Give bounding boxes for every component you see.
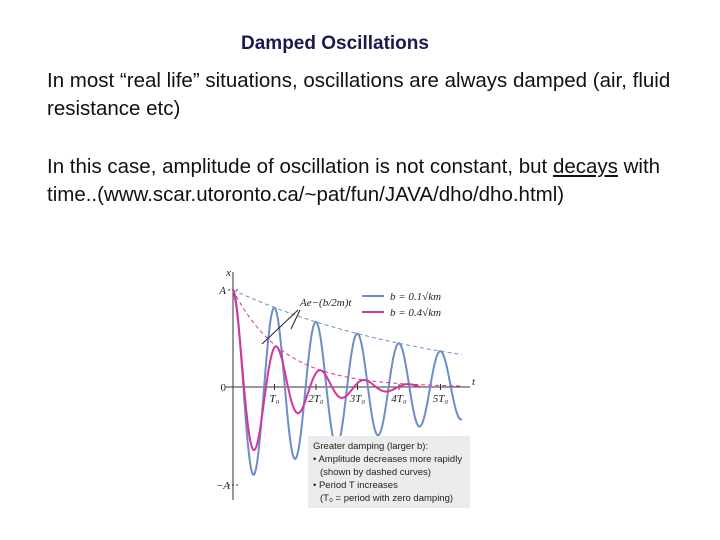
oscillation	[232, 289, 463, 476]
note-box	[308, 436, 470, 508]
tick-label: 3T₀	[349, 393, 366, 405]
slide-title: Damped Oscillations	[241, 33, 429, 54]
axis-label: 0	[221, 382, 227, 394]
paragraph: In this case, amplitude of oscillation i…	[47, 153, 667, 209]
axis-label: −A	[216, 480, 230, 492]
note-line: (T₀ = period with zero damping)	[320, 493, 453, 504]
text: with time..(www.scar.utoronto.ca/~pat/fu…	[47, 155, 661, 206]
note-line: • Amplitude decreases more rapidly	[313, 454, 462, 465]
arrow	[290, 309, 301, 330]
tick-label: 4T₀	[391, 393, 407, 405]
oscillation	[232, 289, 421, 452]
envelope	[232, 289, 463, 356]
note-line: • Period T increases	[313, 480, 398, 491]
legend-entry: b = 0.4√km	[390, 307, 441, 319]
annotation: Ae−(b/2m)t	[299, 297, 352, 309]
emphasis: decays	[552, 155, 618, 178]
legend-entry: b = 0.1√km	[390, 291, 441, 303]
tick-label: 2T₀	[308, 393, 324, 405]
arrow	[261, 309, 299, 345]
paragraph: In most “real life” situations, oscillat…	[47, 69, 671, 120]
tick-label: 5T₀	[433, 393, 449, 405]
tick-label: T₀	[270, 393, 280, 405]
axis-label: t	[472, 376, 476, 388]
axis-label: x	[225, 267, 231, 279]
envelope	[232, 289, 463, 387]
note-line: Greater damping (larger b):	[313, 441, 428, 452]
text: In this case, amplitude of oscillation i…	[47, 155, 548, 178]
note-line: (shown by dashed curves)	[320, 467, 431, 478]
axis-label: A	[218, 285, 226, 297]
